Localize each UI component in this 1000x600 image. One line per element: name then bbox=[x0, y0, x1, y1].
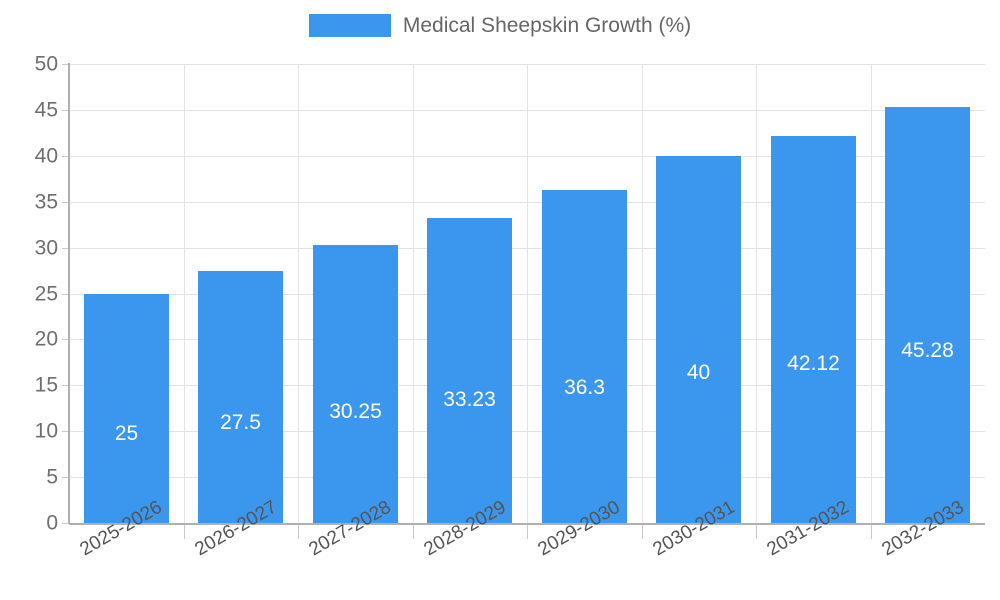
y-axis-tick-marks bbox=[0, 64, 70, 524]
y-axis-tick-labels: 0 5 10 15 20 25 30 35 40 45 50 bbox=[0, 54, 58, 534]
y-axis-tick-mark bbox=[62, 477, 69, 479]
x-axis-tick-mark bbox=[184, 525, 185, 539]
y-axis-tick-mark bbox=[62, 247, 69, 249]
gridline-vertical bbox=[184, 64, 185, 523]
y-axis-tick-label: 30 bbox=[34, 236, 58, 260]
y-axis-tick-mark bbox=[62, 201, 69, 203]
gridline-vertical bbox=[642, 64, 643, 523]
legend-label: Medical Sheepskin Growth (%) bbox=[402, 14, 692, 37]
x-axis-tick-mark bbox=[642, 525, 643, 539]
y-axis-tick-label: 25 bbox=[34, 282, 58, 305]
chart-legend: Medical Sheepskin Growth (%) bbox=[0, 14, 1000, 37]
gridline-vertical bbox=[413, 64, 414, 523]
y-axis-tick-label: 5 bbox=[46, 465, 58, 489]
plot-area: 25 27.5 30.25 33.23 36.3 40 42.12 45.28 bbox=[69, 64, 985, 524]
y-axis-tick-label: 50 bbox=[34, 52, 58, 76]
bar-value-label: 36.3 bbox=[564, 375, 605, 399]
x-axis-tick-mark bbox=[756, 525, 757, 539]
x-axis-tick-mark bbox=[871, 525, 872, 539]
bar[interactable]: 36.3 bbox=[542, 189, 627, 523]
bar-value-label: 40 bbox=[686, 360, 711, 384]
y-axis-tick-mark bbox=[62, 155, 69, 157]
y-axis-tick-mark bbox=[62, 431, 69, 433]
x-axis-tick-mark bbox=[527, 525, 528, 539]
y-axis-tick-label: 15 bbox=[34, 373, 58, 397]
bar[interactable]: 30.25 bbox=[313, 245, 398, 523]
bar[interactable]: 25 bbox=[84, 293, 169, 523]
y-axis-tick-mark bbox=[62, 523, 69, 524]
bar[interactable]: 27.5 bbox=[198, 270, 283, 523]
gridline-vertical bbox=[871, 64, 872, 523]
y-axis-tick-label: 0 bbox=[46, 511, 58, 535]
y-axis-tick-mark bbox=[62, 64, 69, 65]
legend-item[interactable]: Medical Sheepskin Growth (%) bbox=[308, 14, 692, 37]
bar-value-label: 25 bbox=[114, 421, 139, 445]
y-axis-tick-label: 45 bbox=[34, 98, 58, 122]
bar-value-label: 27.5 bbox=[220, 410, 261, 434]
bar-value-label: 30.25 bbox=[329, 400, 382, 424]
bar[interactable]: 40 bbox=[656, 155, 741, 523]
y-axis-tick-label: 20 bbox=[34, 327, 58, 351]
gridline-vertical bbox=[298, 64, 299, 523]
y-axis-tick-mark bbox=[62, 385, 69, 387]
bar-value-label: 33.23 bbox=[443, 387, 496, 411]
bar[interactable]: 33.23 bbox=[427, 217, 512, 523]
y-axis-tick-mark bbox=[62, 109, 69, 111]
legend-color-swatch-icon bbox=[308, 14, 391, 37]
y-axis-tick-label: 10 bbox=[34, 419, 58, 443]
y-axis-tick-mark bbox=[62, 293, 69, 295]
gridline-vertical bbox=[756, 64, 757, 523]
bar[interactable]: 45.28 bbox=[885, 107, 970, 523]
x-axis-tick-mark bbox=[413, 525, 414, 539]
x-axis-line bbox=[69, 523, 985, 525]
x-axis-tick-mark bbox=[298, 525, 299, 539]
bar-value-label: 45.28 bbox=[901, 339, 954, 363]
y-axis-tick-label: 40 bbox=[34, 144, 58, 168]
gridline-vertical bbox=[527, 64, 528, 523]
bar-value-label: 42.12 bbox=[787, 352, 840, 376]
bar[interactable]: 42.12 bbox=[771, 136, 856, 523]
y-axis-tick-mark bbox=[62, 339, 69, 341]
y-axis-line bbox=[68, 63, 70, 524]
y-axis-tick-label: 35 bbox=[34, 190, 58, 214]
